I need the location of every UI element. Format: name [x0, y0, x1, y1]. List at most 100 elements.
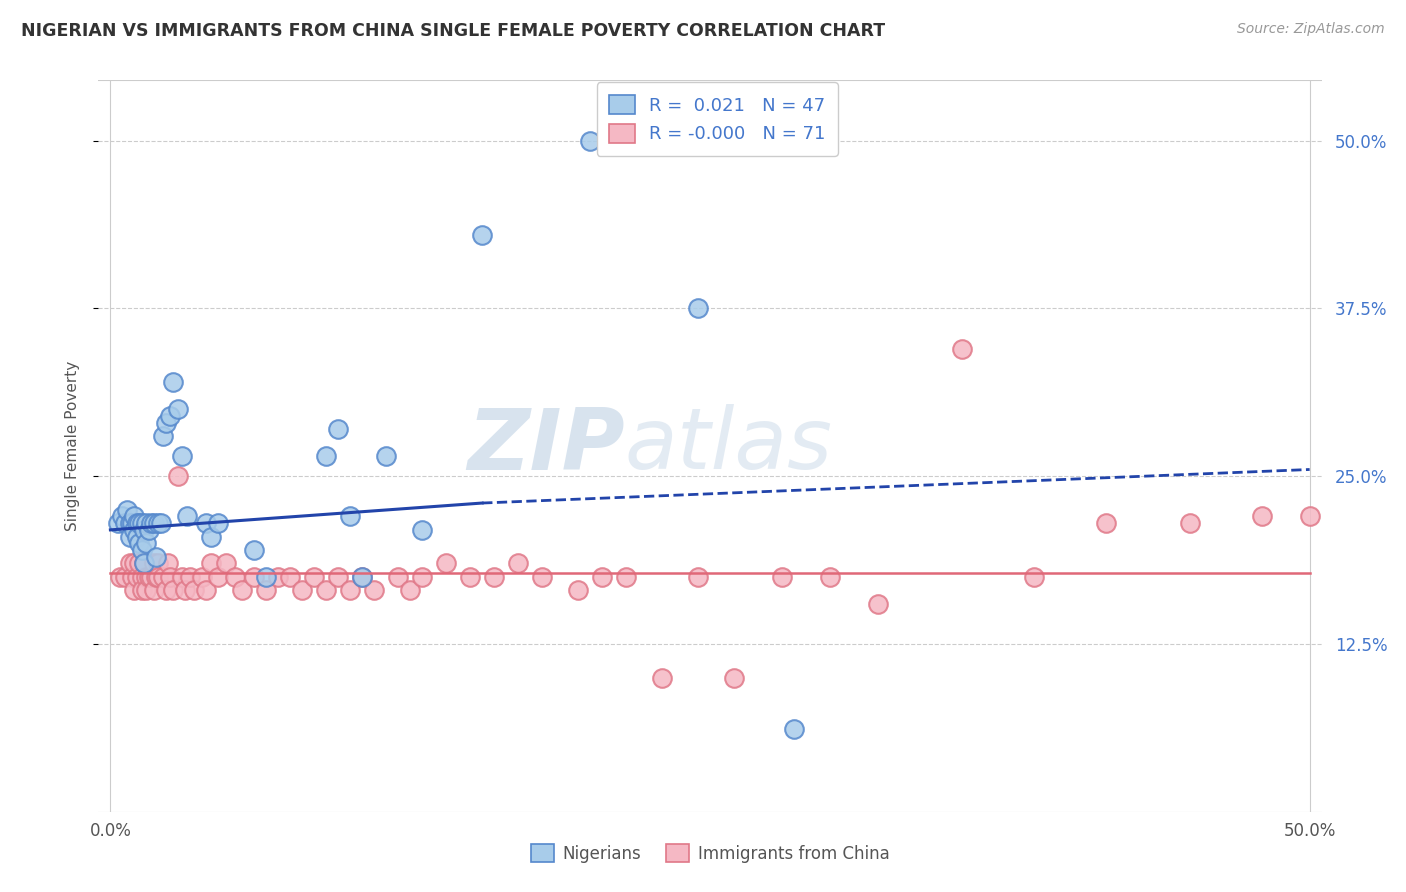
- Y-axis label: Single Female Poverty: Single Female Poverty: [65, 361, 80, 531]
- Text: atlas: atlas: [624, 404, 832, 488]
- Point: [508, 557, 530, 571]
- Text: Source: ZipAtlas.com: Source: ZipAtlas.com: [1237, 22, 1385, 37]
- Point: [128, 536, 150, 550]
- Point: [411, 523, 433, 537]
- Point: [166, 402, 188, 417]
- Point: [818, 570, 841, 584]
- Point: [124, 509, 146, 524]
- Point: [142, 516, 165, 531]
- Point: [131, 516, 153, 531]
- Point: [339, 583, 361, 598]
- Point: [118, 557, 141, 571]
- Point: [125, 570, 148, 584]
- Point: [183, 583, 205, 598]
- Point: [267, 570, 290, 584]
- Point: [866, 597, 889, 611]
- Point: [141, 570, 163, 584]
- Point: [128, 516, 150, 531]
- Point: [200, 557, 222, 571]
- Point: [1022, 570, 1045, 584]
- Point: [363, 583, 385, 598]
- Point: [121, 570, 143, 584]
- Point: [111, 509, 134, 524]
- Point: [172, 449, 194, 463]
- Point: [131, 543, 153, 558]
- Point: [304, 570, 326, 584]
- Point: [141, 516, 163, 531]
- Point: [224, 570, 246, 584]
- Point: [176, 509, 198, 524]
- Point: [315, 449, 337, 463]
- Point: [173, 583, 195, 598]
- Legend: Nigerians, Immigrants from China: Nigerians, Immigrants from China: [524, 838, 896, 869]
- Point: [135, 583, 157, 598]
- Point: [315, 583, 337, 598]
- Point: [387, 570, 409, 584]
- Point: [651, 671, 673, 685]
- Point: [135, 536, 157, 550]
- Text: ZIP: ZIP: [467, 404, 624, 488]
- Point: [107, 516, 129, 531]
- Point: [172, 570, 194, 584]
- Point: [162, 583, 184, 598]
- Point: [1094, 516, 1116, 531]
- Point: [118, 530, 141, 544]
- Point: [614, 570, 637, 584]
- Point: [434, 557, 457, 571]
- Point: [1178, 516, 1201, 531]
- Point: [770, 570, 793, 584]
- Point: [471, 227, 494, 242]
- Point: [352, 570, 374, 584]
- Point: [207, 570, 229, 584]
- Point: [200, 530, 222, 544]
- Point: [121, 516, 143, 531]
- Point: [399, 583, 422, 598]
- Point: [148, 516, 170, 531]
- Point: [124, 523, 146, 537]
- Point: [375, 449, 398, 463]
- Point: [162, 376, 184, 390]
- Point: [195, 583, 218, 598]
- Point: [142, 583, 165, 598]
- Point: [115, 502, 138, 516]
- Point: [278, 570, 301, 584]
- Point: [125, 516, 148, 531]
- Point: [152, 570, 174, 584]
- Point: [138, 523, 160, 537]
- Point: [159, 570, 181, 584]
- Point: [166, 469, 188, 483]
- Point: [950, 342, 973, 356]
- Point: [458, 570, 481, 584]
- Point: [328, 422, 350, 436]
- Point: [531, 570, 554, 584]
- Point: [131, 583, 153, 598]
- Point: [131, 570, 153, 584]
- Point: [159, 409, 181, 423]
- Point: [231, 583, 253, 598]
- Point: [579, 134, 602, 148]
- Point: [125, 530, 148, 544]
- Point: [142, 557, 165, 571]
- Point: [114, 570, 136, 584]
- Point: [108, 570, 131, 584]
- Text: NIGERIAN VS IMMIGRANTS FROM CHINA SINGLE FEMALE POVERTY CORRELATION CHART: NIGERIAN VS IMMIGRANTS FROM CHINA SINGLE…: [21, 22, 886, 40]
- Point: [145, 549, 167, 564]
- Point: [783, 722, 806, 736]
- Point: [132, 557, 155, 571]
- Point: [1298, 509, 1320, 524]
- Point: [114, 516, 136, 531]
- Point: [207, 516, 229, 531]
- Point: [567, 583, 589, 598]
- Point: [155, 583, 177, 598]
- Point: [243, 570, 266, 584]
- Point: [148, 570, 170, 584]
- Point: [128, 557, 150, 571]
- Point: [723, 671, 745, 685]
- Point: [132, 557, 155, 571]
- Point: [135, 516, 157, 531]
- Point: [145, 570, 167, 584]
- Point: [591, 570, 613, 584]
- Point: [411, 570, 433, 584]
- Point: [118, 516, 141, 531]
- Point: [339, 509, 361, 524]
